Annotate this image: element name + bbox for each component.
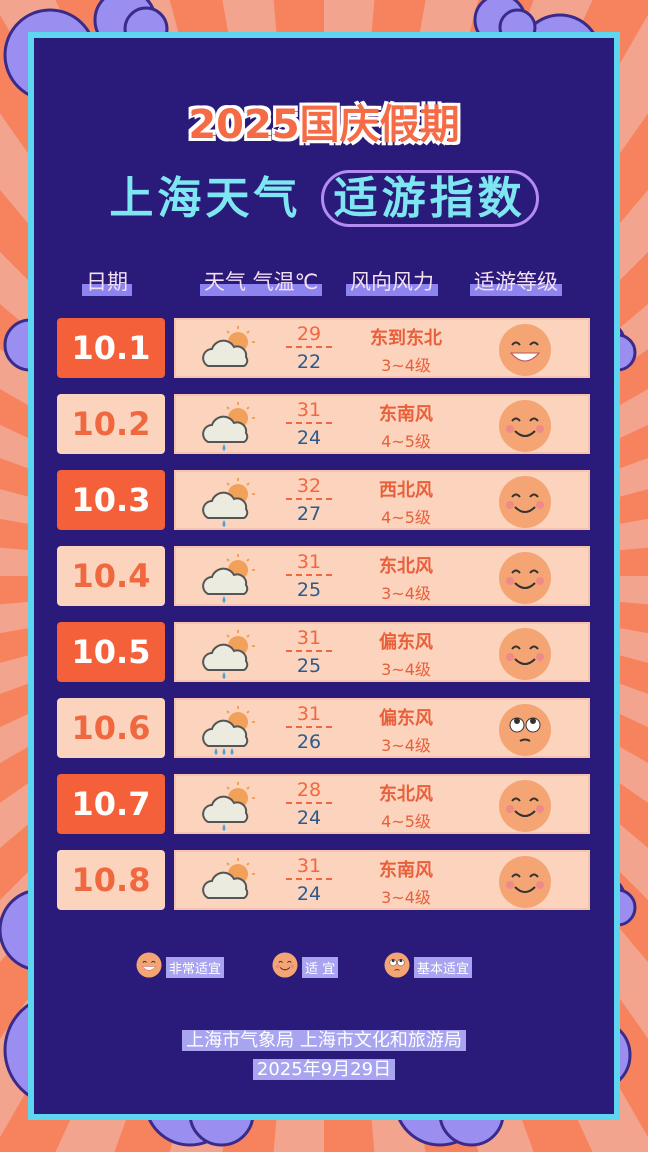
date-badge: 10.4 <box>57 546 165 606</box>
forecast-cell: 28 24 东北风 4~5级 <box>174 774 590 834</box>
cloudy-rain-icon <box>200 630 260 684</box>
high-temp: 32 <box>286 474 332 500</box>
wind-force: 3~4级 <box>381 736 431 755</box>
basic-face-icon <box>384 952 410 982</box>
forecast-row: 10.7 28 24 东北风 4~5级 <box>57 774 590 834</box>
wind-direction: 东南风 <box>379 860 433 881</box>
forecast-row: 10.5 31 25 偏东风 3~4级 <box>57 622 590 682</box>
header-wind: 风向风力 <box>346 266 438 296</box>
cloudy-rain-icon <box>200 402 260 456</box>
footer-date-text: 2025年9月29日 <box>252 1059 396 1080</box>
footer-date: 2025年9月29日 <box>0 1055 648 1081</box>
low-temp: 27 <box>296 503 322 525</box>
suitable-face-icon <box>498 551 552 609</box>
title-line1: 2025国庆假期 <box>188 102 460 148</box>
forecast-cell: 31 24 东南风 3~4级 <box>174 850 590 910</box>
title-line2: 上海天气 适游指数 <box>0 162 648 227</box>
low-temp: 25 <box>296 579 322 601</box>
date-badge: 10.2 <box>57 394 165 454</box>
forecast-row: 10.4 31 25 东北风 3~4级 <box>57 546 590 606</box>
low-temp: 24 <box>296 427 322 449</box>
legend-item: 非常适宜 <box>136 952 225 982</box>
wind-direction: 偏东风 <box>379 632 433 653</box>
wind-force: 3~4级 <box>381 660 431 679</box>
wind-force: 4~5级 <box>381 508 431 527</box>
wind-direction: 东北风 <box>379 784 433 805</box>
cloudy-rain-icon <box>200 478 260 532</box>
date-badge: 10.3 <box>57 470 165 530</box>
legend-item: 基本适宜 <box>384 952 473 982</box>
forecast-row: 10.1 29 22 东到东北 3~4级 <box>57 318 590 378</box>
suitable-face-icon <box>498 627 552 685</box>
high-temp: 31 <box>286 550 332 576</box>
high-temp: 31 <box>286 702 332 728</box>
low-temp: 22 <box>296 351 322 373</box>
date-badge: 10.7 <box>57 774 165 834</box>
high-temp: 31 <box>286 626 332 652</box>
forecast-cell: 31 24 东南风 4~5级 <box>174 394 590 454</box>
legend-item: 适 宜 <box>272 952 339 982</box>
suitable-face-icon <box>498 475 552 533</box>
legend-label: 适 宜 <box>302 956 339 978</box>
low-temp: 26 <box>296 731 322 753</box>
high-temp: 31 <box>286 398 332 424</box>
footer-source: 上海市气象局 上海市文化和旅游局 <box>0 1026 648 1052</box>
cloudy-rain-icon <box>200 782 260 836</box>
wind-direction: 东北风 <box>379 556 433 577</box>
low-temp: 24 <box>296 807 322 829</box>
forecast-row: 10.3 32 27 西北风 4~5级 <box>57 470 590 530</box>
forecast-cell: 31 26 偏东风 3~4级 <box>174 698 590 758</box>
date-badge: 10.1 <box>57 318 165 378</box>
partly-cloudy-icon <box>200 858 260 912</box>
wind-force: 3~4级 <box>381 584 431 603</box>
wind-direction: 偏东风 <box>379 708 433 729</box>
title-city: 上海天气 <box>109 173 302 224</box>
wind-force: 4~5级 <box>381 432 431 451</box>
suitable-face-icon <box>498 779 552 837</box>
low-temp: 25 <box>296 655 322 677</box>
forecast-cell: 31 25 偏东风 3~4级 <box>174 622 590 682</box>
wind-direction: 西北风 <box>379 480 433 501</box>
forecast-cell: 29 22 东到东北 3~4级 <box>174 318 590 378</box>
suitable-face-icon <box>272 952 298 982</box>
high-temp: 31 <box>286 854 332 880</box>
forecast-cell: 32 27 西北风 4~5级 <box>174 470 590 530</box>
legend-label: 非常适宜 <box>166 956 225 978</box>
cloudy-heavy-rain-icon <box>200 706 260 760</box>
legend-label: 基本适宜 <box>414 956 473 978</box>
suitable-face-icon <box>498 399 552 457</box>
date-badge: 10.5 <box>57 622 165 682</box>
header-weather-temp: 天气 气温℃ <box>200 266 323 296</box>
very-suitable-face-icon <box>136 952 162 982</box>
wind-direction: 东南风 <box>379 404 433 425</box>
date-badge: 10.6 <box>57 698 165 758</box>
date-badge: 10.8 <box>57 850 165 910</box>
wind-force: 3~4级 <box>381 888 431 907</box>
forecast-cell: 31 25 东北风 3~4级 <box>174 546 590 606</box>
footer-source-text: 上海市气象局 上海市文化和旅游局 <box>182 1030 466 1051</box>
suitable-face-icon <box>498 855 552 913</box>
forecast-row: 10.6 31 26 偏东风 3~4级 <box>57 698 590 758</box>
forecast-row: 10.8 31 24 东南风 3~4级 <box>57 850 590 910</box>
header-level: 适游等级 <box>470 266 562 296</box>
partly-cloudy-icon <box>200 326 260 380</box>
wind-force: 4~5级 <box>381 812 431 831</box>
very-suitable-face-icon <box>498 323 552 381</box>
cloudy-rain-icon <box>200 554 260 608</box>
header-date: 日期 <box>82 266 132 296</box>
basic-face-icon <box>498 703 552 761</box>
title-highlight: 适游指数 <box>320 170 539 227</box>
wind-direction: 东到东北 <box>370 328 442 349</box>
low-temp: 24 <box>296 883 322 905</box>
wind-force: 3~4级 <box>381 356 431 375</box>
high-temp: 29 <box>286 322 332 348</box>
high-temp: 28 <box>286 778 332 804</box>
forecast-row: 10.2 31 24 东南风 4~5级 <box>57 394 590 454</box>
